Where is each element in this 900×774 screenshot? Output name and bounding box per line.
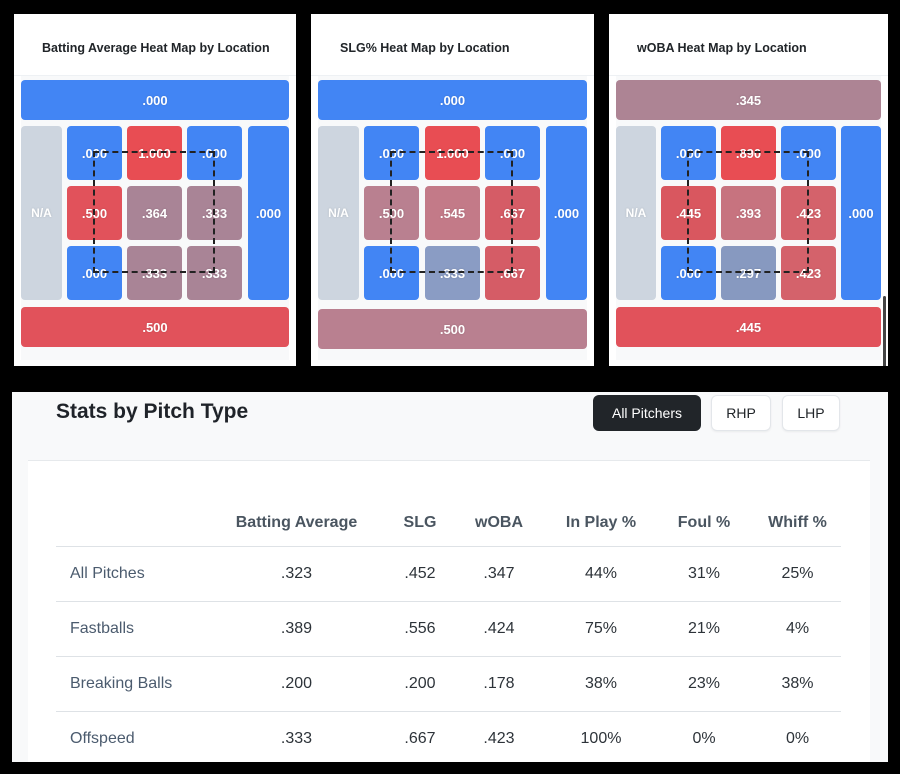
panel-title: wOBA Heat Map by Location — [609, 14, 888, 76]
table-cell: .452 — [390, 546, 450, 602]
zone-grid-cell[interactable]: .000 — [661, 126, 716, 180]
zone-grid-cell[interactable]: .667 — [485, 186, 540, 240]
table-cell: 21% — [654, 601, 754, 657]
row-label: Breaking Balls — [56, 656, 203, 712]
zone-grid-cell[interactable]: .333 — [425, 246, 480, 300]
scrollbar[interactable] — [883, 296, 886, 366]
row-label: All Pitches — [56, 546, 203, 602]
zone-grid-cell[interactable]: 1.000 — [127, 126, 182, 180]
table-header-row: Batting Average SLG wOBA In Play % Foul … — [56, 499, 841, 547]
zone-right[interactable]: .000 — [546, 126, 587, 300]
table-cell: 23% — [654, 656, 754, 712]
panel-title: SLG% Heat Map by Location — [311, 14, 594, 76]
heatmap-body: .000 N/A .000 .000 1.000 .000 .500 .364 … — [21, 76, 289, 360]
row-label: Offspeed — [70, 730, 135, 747]
zone-below[interactable]: .445 — [616, 307, 881, 347]
table-cell: 100% — [580, 730, 622, 747]
stats-table: Batting Average SLG wOBA In Play % Foul … — [56, 499, 841, 762]
zone-grid-cell[interactable]: .423 — [781, 186, 836, 240]
zone-below[interactable]: .500 — [21, 307, 289, 347]
heatmap-panel-slg: SLG% Heat Map by Location .000 N/A .000 … — [311, 14, 594, 366]
zone-grid-cell[interactable]: .000 — [485, 126, 540, 180]
zone-right[interactable]: .000 — [248, 126, 289, 300]
column-header: In Play % — [548, 499, 654, 547]
table-row: Fastballs .389 .556 .424 75% 21% 4% — [56, 601, 841, 657]
column-header: wOBA — [450, 499, 548, 547]
zone-grid-cell[interactable]: .667 — [485, 246, 540, 300]
zone-grid-cell[interactable]: .364 — [127, 186, 182, 240]
zone-left[interactable]: N/A — [616, 126, 656, 300]
zone-grid-cell[interactable]: .000 — [67, 246, 122, 300]
heatmap-body: .345 N/A .000 .000 .890 .000 .445 .393 .… — [616, 76, 881, 360]
table-cell: .200 — [390, 656, 450, 712]
zone-grid-cell[interactable]: .423 — [781, 246, 836, 300]
zone-grid-cell[interactable]: .000 — [661, 246, 716, 300]
table-cell: 4% — [754, 601, 841, 657]
panel-title: Batting Average Heat Map by Location — [14, 14, 296, 76]
column-header: Foul % — [654, 499, 754, 547]
zone-below[interactable]: .500 — [318, 309, 587, 349]
zone-above[interactable]: .000 — [21, 80, 289, 120]
column-header: Batting Average — [203, 499, 390, 547]
table-cell: .556 — [390, 601, 450, 657]
zone-grid-cell[interactable]: .545 — [425, 186, 480, 240]
table-cell: 25% — [754, 546, 841, 602]
stats-by-pitch-type-section: Stats by Pitch Type All Pitchers RHP LHP… — [12, 392, 888, 762]
heatmap-panel-woba: wOBA Heat Map by Location .345 N/A .000 … — [609, 14, 888, 366]
column-header — [56, 499, 203, 547]
zone-grid-cell[interactable]: 1.000 — [425, 126, 480, 180]
zone-left[interactable]: N/A — [318, 126, 359, 300]
table-cell: 0% — [785, 730, 810, 747]
table-cell: .347 — [450, 546, 548, 602]
column-header: SLG — [390, 499, 450, 547]
table-cell: .200 — [203, 656, 390, 712]
filter-all-pitchers-button[interactable]: All Pitchers — [593, 395, 701, 431]
table-cell: .333 — [280, 730, 313, 747]
zone-above[interactable]: .000 — [318, 80, 587, 120]
section-title: Stats by Pitch Type — [56, 400, 249, 423]
table-cell: .389 — [203, 601, 390, 657]
heatmap-panel-batting-average: Batting Average Heat Map by Location .00… — [14, 14, 296, 366]
zone-grid-cell[interactable]: .500 — [67, 186, 122, 240]
row-label: Fastballs — [56, 601, 203, 657]
table-cell: 31% — [654, 546, 754, 602]
table-cell: 44% — [548, 546, 654, 602]
zone-above[interactable]: .345 — [616, 80, 881, 120]
zone-grid-cell[interactable]: .500 — [364, 186, 419, 240]
table-cell: .178 — [450, 656, 548, 712]
zone-right[interactable]: .000 — [841, 126, 881, 300]
table-cell: 38% — [754, 656, 841, 712]
heatmap-body: .000 N/A .000 .000 1.000 .000 .500 .545 … — [318, 76, 587, 360]
filter-lhp-button[interactable]: LHP — [782, 395, 840, 431]
zone-grid-cell[interactable]: .333 — [127, 246, 182, 300]
zone-grid-cell[interactable]: .297 — [721, 246, 776, 300]
zone-grid-cell[interactable]: .393 — [721, 186, 776, 240]
zone-grid-cell[interactable]: .333 — [187, 246, 242, 300]
table-cell: .423 — [483, 730, 515, 747]
table-row: Offspeed .333 .667 .423 100% 0% 0% — [56, 712, 841, 763]
zone-grid-cell[interactable]: .000 — [67, 126, 122, 180]
zone-left[interactable]: N/A — [21, 126, 62, 300]
table-cell: .667 — [404, 730, 436, 747]
zone-grid-cell[interactable]: .000 — [364, 126, 419, 180]
table-cell: 38% — [548, 656, 654, 712]
filter-rhp-button[interactable]: RHP — [711, 395, 771, 431]
table-row: Breaking Balls .200 .200 .178 38% 23% 38… — [56, 656, 841, 712]
stats-card: Batting Average SLG wOBA In Play % Foul … — [28, 460, 870, 762]
table-row: All Pitches .323 .452 .347 44% 31% 25% — [56, 546, 841, 602]
table-cell: 0% — [692, 730, 716, 747]
zone-grid-cell[interactable]: .000 — [187, 126, 242, 180]
zone-grid-cell[interactable]: .000 — [781, 126, 836, 180]
table-cell: 75% — [548, 601, 654, 657]
zone-grid-cell[interactable]: .890 — [721, 126, 776, 180]
column-header: Whiff % — [754, 499, 841, 547]
zone-grid-cell[interactable]: .333 — [187, 186, 242, 240]
zone-grid-cell[interactable]: .000 — [364, 246, 419, 300]
zone-grid-cell[interactable]: .445 — [661, 186, 716, 240]
table-cell: .323 — [203, 546, 390, 602]
table-cell: .424 — [450, 601, 548, 657]
